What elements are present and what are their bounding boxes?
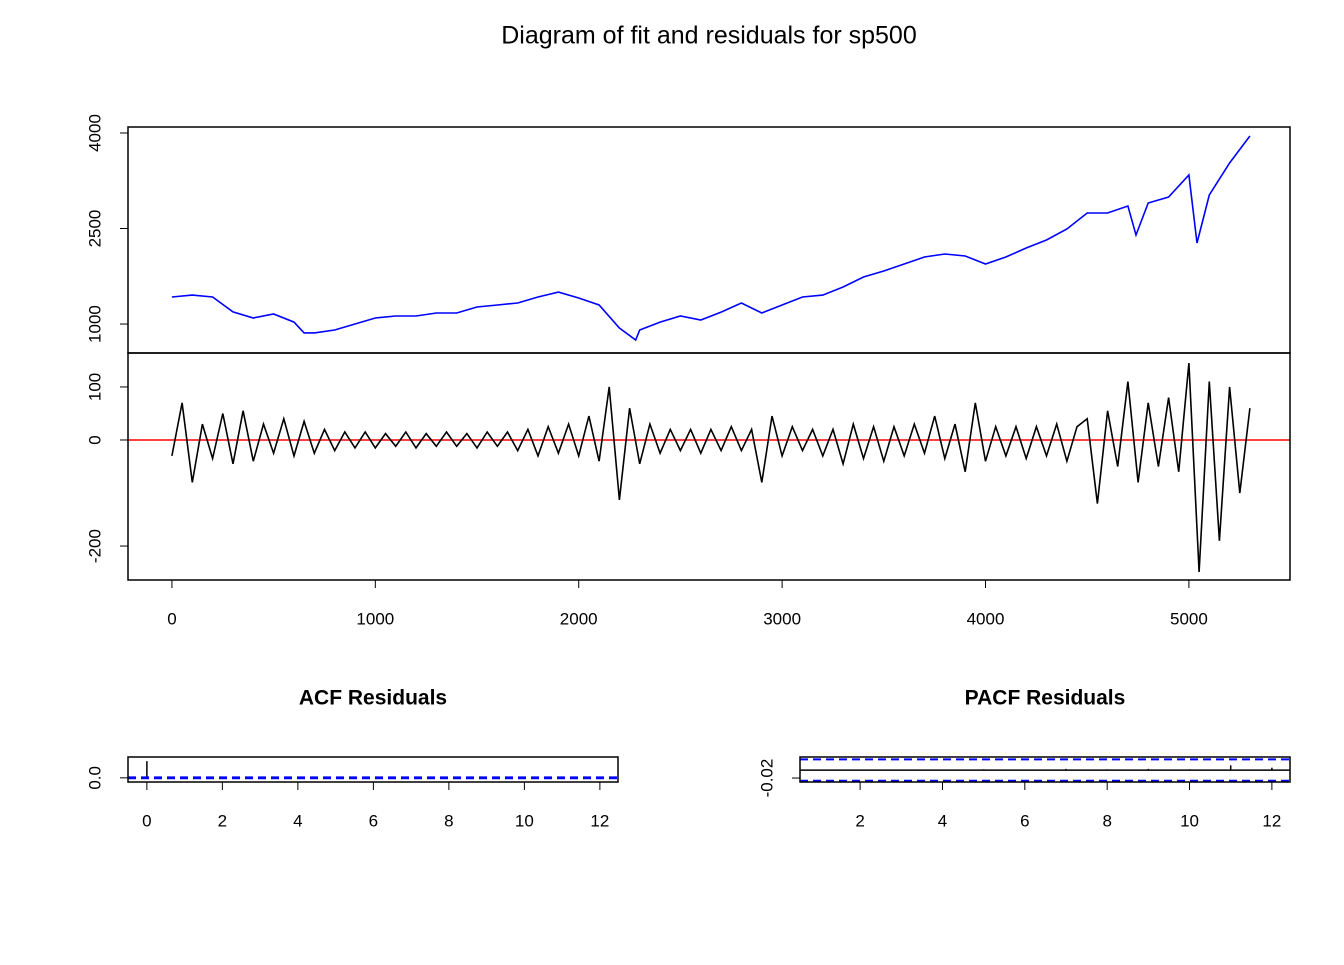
plot-frame [127,756,619,783]
x-tick-label: 4 [293,811,302,830]
y-tick-label: 100 [85,373,104,401]
y-tick-label: 2500 [85,210,104,248]
x-tick-label: 5000 [1170,609,1208,628]
panel-title: PACF Residuals [965,687,1126,710]
x-tick-label: 6 [1020,811,1029,830]
x-tick-label: 6 [369,811,378,830]
x-tick-label: 2 [855,811,864,830]
y-tick-label: -200 [85,529,104,563]
series-line [171,363,1251,573]
x-tick-label: 8 [444,811,453,830]
x-tick-label: 2000 [560,609,598,628]
x-tick-label: 12 [1262,811,1281,830]
x-tick-label: 0 [167,609,176,628]
y-tick-label: 0 [85,435,104,444]
y-tick-label: 1000 [85,305,104,343]
x-tick-label: 1000 [356,609,394,628]
x-tick-label: 12 [590,811,609,830]
figure-title: Diagram of fit and residuals for sp500 [501,22,917,50]
x-tick-label: 8 [1102,811,1111,830]
x-tick-label: 4 [938,811,947,830]
plot-frame [799,756,1291,783]
y-tick-label: 0.0 [85,766,104,790]
x-tick-label: 10 [515,811,534,830]
x-tick-label: 4000 [967,609,1005,628]
y-tick-label: -0.02 [757,759,776,798]
x-tick-label: 3000 [763,609,801,628]
panel-title: ACF Residuals [299,687,447,710]
x-tick-label: 10 [1180,811,1199,830]
x-tick-label: 0 [142,811,151,830]
y-tick-label: 4000 [85,114,104,152]
series-line [171,135,1251,342]
x-tick-label: 2 [218,811,227,830]
plot-frame [127,352,1291,581]
